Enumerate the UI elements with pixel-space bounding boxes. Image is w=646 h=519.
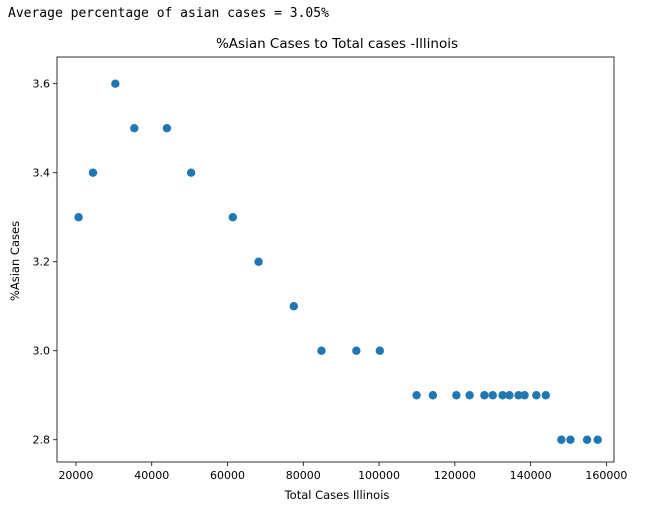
x-tick-label: 120000	[434, 469, 476, 482]
y-tick-label: 3.2	[33, 256, 51, 269]
data-point	[488, 391, 497, 400]
y-tick-label: 3.4	[33, 167, 51, 180]
data-point	[88, 168, 98, 177]
data-point	[254, 257, 263, 266]
data-point	[130, 124, 139, 133]
x-tick-label: 80000	[286, 469, 321, 482]
data-point	[452, 391, 461, 400]
data-point	[498, 391, 507, 400]
x-axis: 20000 40000 60000 80000 100000 120000 140000 16…	[58, 462, 627, 482]
data-point	[566, 435, 575, 444]
cell-output-text: Average percentage of asian cases = 3.05…	[8, 6, 329, 21]
x-tick-label: 160000	[585, 469, 627, 482]
data-point	[111, 79, 120, 88]
data-point	[289, 302, 299, 311]
data-point	[593, 435, 602, 444]
data-point	[541, 391, 550, 400]
data-points	[74, 79, 602, 444]
y-tick-label: 3.6	[33, 78, 51, 91]
x-tick-label: 100000	[358, 469, 400, 482]
data-point	[532, 391, 541, 400]
data-point	[186, 168, 196, 177]
data-point	[74, 213, 83, 222]
data-point	[480, 391, 489, 400]
data-point	[228, 213, 238, 222]
data-point	[428, 391, 438, 400]
chart-title: %Asian Cases to Total cases -Illinois	[216, 36, 458, 52]
data-point	[557, 435, 566, 444]
data-point	[465, 391, 474, 400]
y-axis-title: %Asian Cases	[8, 221, 22, 301]
x-tick-label: 40000	[134, 469, 169, 482]
data-point	[505, 391, 514, 400]
data-point	[520, 391, 529, 400]
plot-frame	[56, 56, 615, 463]
data-point	[375, 346, 385, 355]
y-tick-label: 2.8	[33, 434, 51, 447]
x-tick-label: 60000	[210, 469, 245, 482]
x-tick-label: 20000	[58, 469, 93, 482]
data-point	[317, 346, 326, 355]
data-point	[162, 124, 172, 133]
data-point	[514, 391, 523, 400]
x-tick-label: 140000	[510, 469, 552, 482]
data-point	[352, 346, 361, 355]
x-axis-title: Total Cases Illinois	[284, 488, 390, 502]
y-axis: 2.8 3.0 3.2 3.4 3.6	[33, 78, 57, 447]
data-point	[412, 391, 421, 400]
y-tick-label: 3.0	[33, 345, 51, 358]
data-point	[582, 435, 592, 444]
